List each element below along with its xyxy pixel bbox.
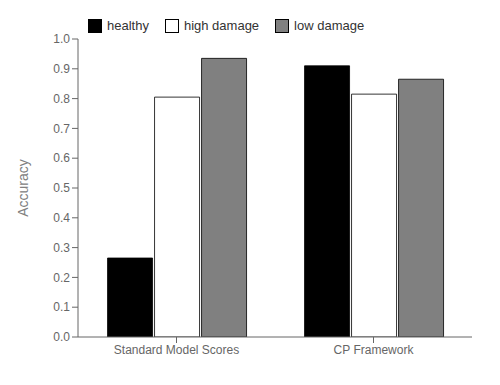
svg-text:Standard Model Scores: Standard Model Scores: [114, 343, 239, 357]
svg-text:0.1: 0.1: [53, 300, 70, 314]
svg-text:0.4: 0.4: [53, 211, 70, 225]
svg-text:CP Framework: CP Framework: [334, 343, 415, 357]
svg-text:0.0: 0.0: [53, 330, 70, 344]
svg-text:0.6: 0.6: [53, 151, 70, 165]
svg-text:Accuracy: Accuracy: [15, 159, 31, 217]
svg-text:1.0: 1.0: [53, 32, 70, 46]
html-text:high damage: high damage: [183, 18, 260, 33]
svg-text:0.3: 0.3: [53, 241, 70, 255]
svg-text:0.7: 0.7: [53, 122, 70, 136]
html-text:healthy: healthy: [107, 18, 149, 33]
svg-text:0.2: 0.2: [53, 271, 70, 285]
html-text:low damage: low damage: [294, 18, 365, 33]
svg-text:0.9: 0.9: [53, 62, 70, 76]
svg-text:0.8: 0.8: [53, 92, 70, 106]
svg-text:0.5: 0.5: [53, 181, 70, 195]
